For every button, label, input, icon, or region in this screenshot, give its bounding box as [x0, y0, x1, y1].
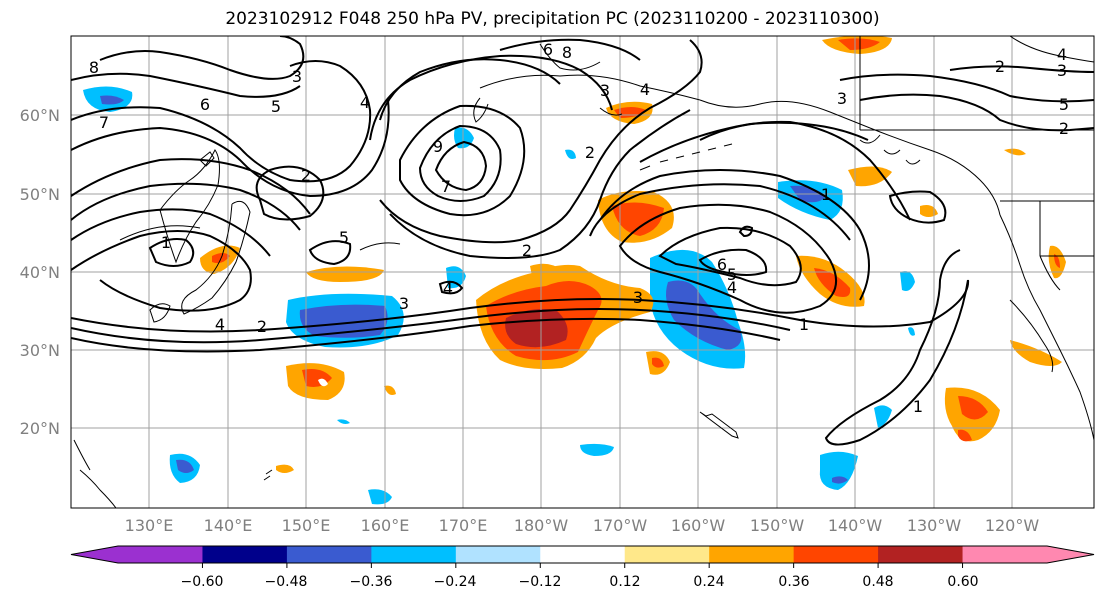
colorbar-tick-label: 0.48 — [862, 574, 893, 590]
contour-label: 7 — [99, 113, 109, 132]
colorbar-segment — [455, 546, 541, 563]
colorbar-segment — [624, 546, 710, 563]
contour-label: 3 — [600, 81, 610, 100]
contour-label: 9 — [433, 137, 443, 156]
contour-label: 5 — [1059, 95, 1069, 114]
contour-label: 3 — [633, 288, 643, 307]
latitude-labels: 60°N 50°N 40°N 30°N 20°N — [20, 106, 60, 438]
colorbar-tick-label: −0.24 — [434, 574, 477, 590]
lon-label: 140°W — [828, 516, 883, 535]
contour-label: 1 — [799, 315, 809, 334]
colorbar-segment — [878, 546, 964, 563]
colorbar-segment — [709, 546, 795, 563]
lon-label: 160°W — [671, 516, 726, 535]
lon-label: 180°W — [514, 516, 569, 535]
colorbar-tick-label: 0.24 — [693, 574, 724, 590]
lon-label: 130°E — [125, 516, 174, 535]
map-title: 2023102912 F048 250 hPa PV, precipitatio… — [225, 9, 880, 29]
contour-label: 6 — [717, 255, 727, 274]
contour-label: 4 — [640, 80, 650, 99]
map-frame — [70, 35, 1095, 509]
colorbar-tick-label: 0.36 — [778, 574, 809, 590]
lat-label: 40°N — [20, 263, 60, 282]
colorbar-segment — [793, 546, 879, 563]
contour-label: 6 — [543, 40, 553, 59]
contour-label: 2 — [301, 166, 311, 185]
contour-labels: 8 7 6 5 4 3 2 1 2 3 4 5 6 8 9 7 2 3 4 1 … — [89, 40, 1069, 416]
colorbar-segment — [286, 546, 372, 563]
contour-label: 6 — [200, 95, 210, 114]
contour-label: 4 — [360, 93, 370, 112]
contour-label: 2 — [522, 241, 532, 260]
lon-label: 170°E — [439, 516, 488, 535]
colorbar-tick-label: 0.60 — [947, 574, 978, 590]
colorbar — [70, 545, 1095, 568]
contour-label: 4 — [215, 315, 225, 334]
colorbar-segment — [202, 546, 288, 563]
contour-label: 2 — [1059, 119, 1069, 138]
contour-label: 3 — [399, 294, 409, 313]
contour-label: 5 — [727, 265, 737, 284]
colorbar-tick-label: 0.12 — [609, 574, 640, 590]
pv-contours — [71, 36, 1094, 446]
lon-label: 130°W — [907, 516, 962, 535]
contour-label: 4 — [443, 279, 453, 298]
contour-label: 5 — [271, 97, 281, 116]
lat-label: 60°N — [20, 106, 60, 125]
contour-label: 7 — [441, 177, 451, 196]
colorbar-segment — [371, 546, 457, 563]
contour-label: 8 — [89, 58, 99, 77]
contour-label: 4 — [1057, 45, 1067, 64]
colorbar-tick-label: −0.36 — [350, 574, 393, 590]
precipitation-shading — [83, 36, 1066, 505]
pv-contours-thin — [119, 225, 401, 251]
colorbar-segment — [118, 546, 203, 563]
lon-label: 170°W — [593, 516, 648, 535]
contour-label: 2 — [995, 57, 1005, 76]
colorbar-tick-labels: −0.60 −0.48 −0.36 −0.24 −0.12 0.12 0.24 … — [181, 574, 979, 590]
lon-label: 150°E — [282, 516, 331, 535]
graticule — [71, 36, 1094, 508]
lat-label: 50°N — [20, 185, 60, 204]
lon-label: 160°E — [361, 516, 410, 535]
colorbar-extend-high — [1047, 546, 1094, 563]
colorbar-tick-label: −0.12 — [519, 574, 562, 590]
colorbar-outline — [70, 545, 1095, 564]
lat-label: 30°N — [20, 341, 60, 360]
contour-label: 1 — [821, 185, 831, 204]
lat-label: 20°N — [20, 419, 60, 438]
contour-label: 1 — [913, 397, 923, 416]
contour-label: 4 — [727, 278, 737, 297]
coastlines — [73, 36, 1094, 508]
contour-label: 3 — [292, 67, 302, 86]
contour-label: 1 — [161, 233, 171, 252]
contour-label: 3 — [1057, 61, 1067, 80]
contour-label: 2 — [585, 143, 595, 162]
lon-label: 120°W — [985, 516, 1040, 535]
contour-label: 2 — [257, 317, 267, 336]
lon-label: 140°E — [204, 516, 253, 535]
colorbar-segment — [540, 546, 626, 563]
colorbar-tick-label: −0.48 — [265, 574, 308, 590]
lon-label: 150°W — [750, 516, 805, 535]
contour-label: 5 — [339, 228, 349, 247]
colorbar-tick-label: −0.60 — [181, 574, 224, 590]
contour-label: 8 — [562, 43, 572, 62]
longitude-labels: 130°E 140°E 150°E 160°E 170°E 180°W 170°… — [125, 516, 1040, 535]
colorbar-segment — [962, 546, 1048, 563]
contour-label: 3 — [837, 89, 847, 108]
colorbar-extend-low — [71, 546, 118, 563]
